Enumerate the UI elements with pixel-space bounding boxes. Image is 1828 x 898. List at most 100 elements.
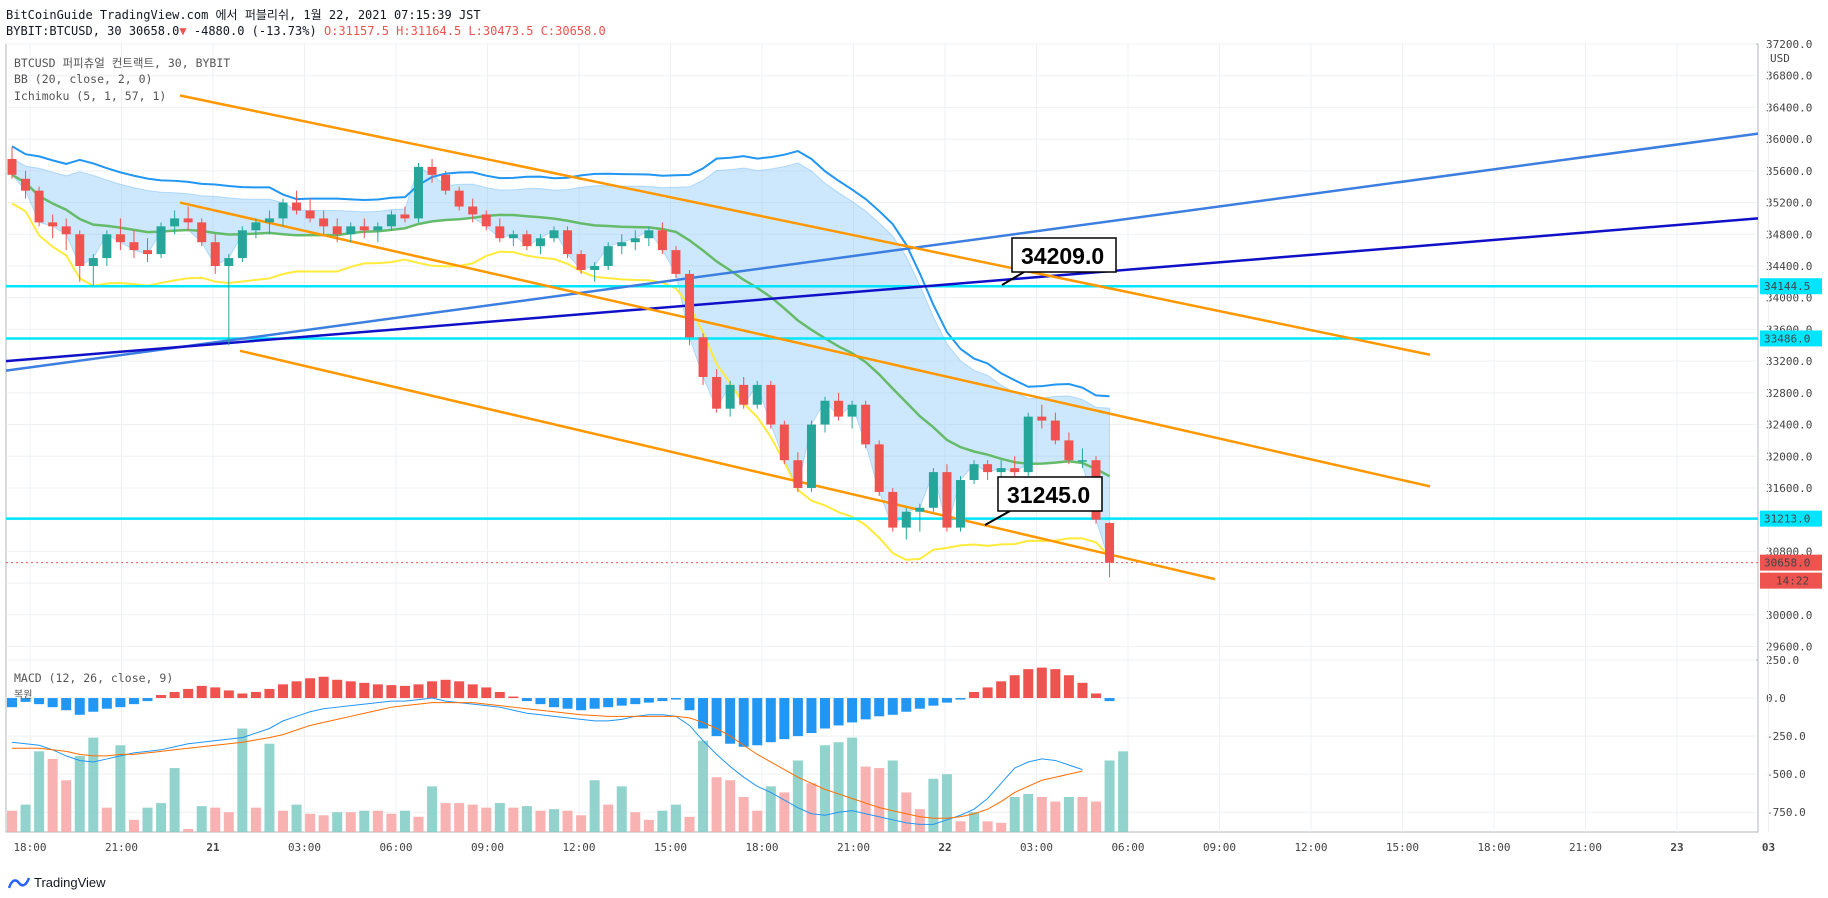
bb-upper-line — [11, 145, 1110, 398]
macd-histogram-bar — [237, 693, 248, 699]
macd-sub-legend: 복원 — [14, 690, 33, 701]
trendline-dark — [5, 217, 1759, 363]
last-price-label: 30658.0 — [128, 24, 180, 38]
macd-histogram-bar — [792, 698, 803, 737]
macd-histogram-bar — [156, 695, 167, 699]
macd-histogram-bar — [359, 682, 370, 699]
macd-histogram-bar — [494, 691, 505, 699]
macd-histogram-bar — [196, 685, 207, 699]
candle-body — [847, 404, 857, 417]
macd-histogram-bar — [535, 698, 546, 705]
macd-volume-bar — [725, 780, 736, 832]
macd-histogram-bar — [860, 698, 871, 720]
candle-body — [671, 250, 681, 274]
macd-volume-bar — [792, 760, 803, 832]
macd-volume-bar — [115, 745, 126, 832]
macd-volume-bar — [860, 766, 871, 832]
macd-tick-label: -500.0 — [1766, 768, 1806, 781]
publish-info: BitCoinGuide TradingView.com 에서 퍼블리쉬, 1월… — [6, 8, 481, 22]
symbol-legend[interactable]: BTCUSD 퍼피츄얼 컨트랙트, 30, BYBIT — [14, 56, 231, 70]
candle-body — [237, 230, 247, 259]
tradingview-logo[interactable]: TradingView — [8, 875, 106, 890]
tradingview-icon — [8, 877, 30, 888]
macd-histogram-bar — [7, 698, 17, 708]
candle-body — [1077, 460, 1087, 462]
candle-body — [468, 206, 478, 215]
macd-histogram-bar — [874, 698, 885, 717]
candle-body — [481, 214, 491, 227]
macd-line — [11, 697, 1083, 825]
macd-volume-bar — [386, 813, 397, 832]
macd-volume-bar — [549, 809, 559, 832]
bb-legend[interactable]: BB (20, close, 2, 0) — [14, 72, 153, 86]
candle-body — [617, 242, 627, 247]
macd-histogram-bar — [996, 681, 1007, 699]
candle-body — [454, 190, 464, 207]
callout-34209-pointer — [1001, 271, 1025, 286]
macd-volume-bar — [1104, 760, 1115, 832]
callout-31245-box — [997, 476, 1103, 512]
macd-volume-bar — [467, 804, 478, 832]
macd-histogram-bar — [752, 698, 763, 746]
macd-histogram-bar — [738, 698, 749, 747]
candle-body — [21, 178, 31, 191]
ichimoku-legend[interactable]: Ichimoku (5, 1, 57, 1) — [14, 89, 167, 103]
macd-volume-bar — [169, 768, 180, 832]
price-tick-label: 32000.0 — [1766, 450, 1812, 463]
candle-body — [373, 226, 383, 231]
macd-volume-bar — [101, 807, 112, 832]
price-tick-label: 37200.0 — [1766, 38, 1812, 51]
macd-histogram-bar — [562, 698, 573, 709]
macd-volume-bar — [210, 807, 221, 832]
candle-body — [956, 480, 965, 528]
macd-volume-bar — [61, 780, 72, 832]
macd-histogram-bar — [440, 679, 451, 699]
macd-volume-bar — [318, 815, 329, 832]
candle-body — [590, 265, 600, 270]
candle-body — [129, 242, 139, 251]
macd-volume-bar — [305, 813, 316, 832]
candle-body — [115, 234, 125, 243]
time-tick-label: 21:00 — [1569, 841, 1602, 854]
macd-histogram-bar — [183, 688, 194, 699]
candle-body — [292, 202, 302, 211]
macd-histogram-bar — [928, 698, 939, 706]
ohlc-line: BYBIT:BTCUSD, 30 30658.0▼ -4880.0 (-13.7… — [6, 24, 606, 38]
macd-volume-bar — [128, 819, 139, 832]
candle-body — [983, 464, 993, 473]
macd-volume-bar — [196, 806, 207, 832]
candle-body — [7, 158, 17, 175]
macd-volume-bar — [47, 758, 58, 832]
macd-histogram-bar — [657, 698, 668, 702]
macd-volume-bar — [1050, 801, 1061, 832]
time-tick-label: 06:00 — [1111, 841, 1144, 854]
time-tick-label: 15:00 — [1386, 841, 1419, 854]
macd-volume-bar — [765, 786, 776, 832]
macd-histogram-bar — [169, 691, 180, 699]
time-tick-label: 03:00 — [288, 841, 321, 854]
price-tick-label: 34800.0 — [1766, 228, 1812, 241]
time-tick-label: 03:00 — [1020, 841, 1053, 854]
macd-volume-bar — [156, 803, 167, 832]
candle-body — [264, 218, 274, 223]
candle-body — [1037, 416, 1047, 421]
macd-volume-bar — [264, 743, 275, 832]
macd-histogram-bar — [318, 676, 329, 699]
candle-body — [535, 238, 545, 247]
macd-histogram-bar — [413, 684, 424, 699]
price-tick-label: 35600.0 — [1766, 165, 1812, 178]
macd-volume-bar — [427, 786, 438, 832]
candle-body — [779, 424, 789, 461]
macd-histogram-bar — [345, 681, 356, 699]
time-tick-label: 18:00 — [1477, 841, 1510, 854]
candle-body — [1010, 468, 1020, 473]
candle-body — [996, 468, 1006, 473]
candle-body — [183, 218, 193, 223]
macd-legend[interactable]: MACD (12, 26, close, 9) — [14, 671, 174, 685]
price-tick-label: 32400.0 — [1766, 419, 1812, 432]
macd-volume-bar — [847, 737, 858, 832]
time-tick-label: 21:00 — [105, 841, 138, 854]
macd-histogram-bar — [74, 698, 85, 715]
candle-body — [48, 222, 58, 227]
